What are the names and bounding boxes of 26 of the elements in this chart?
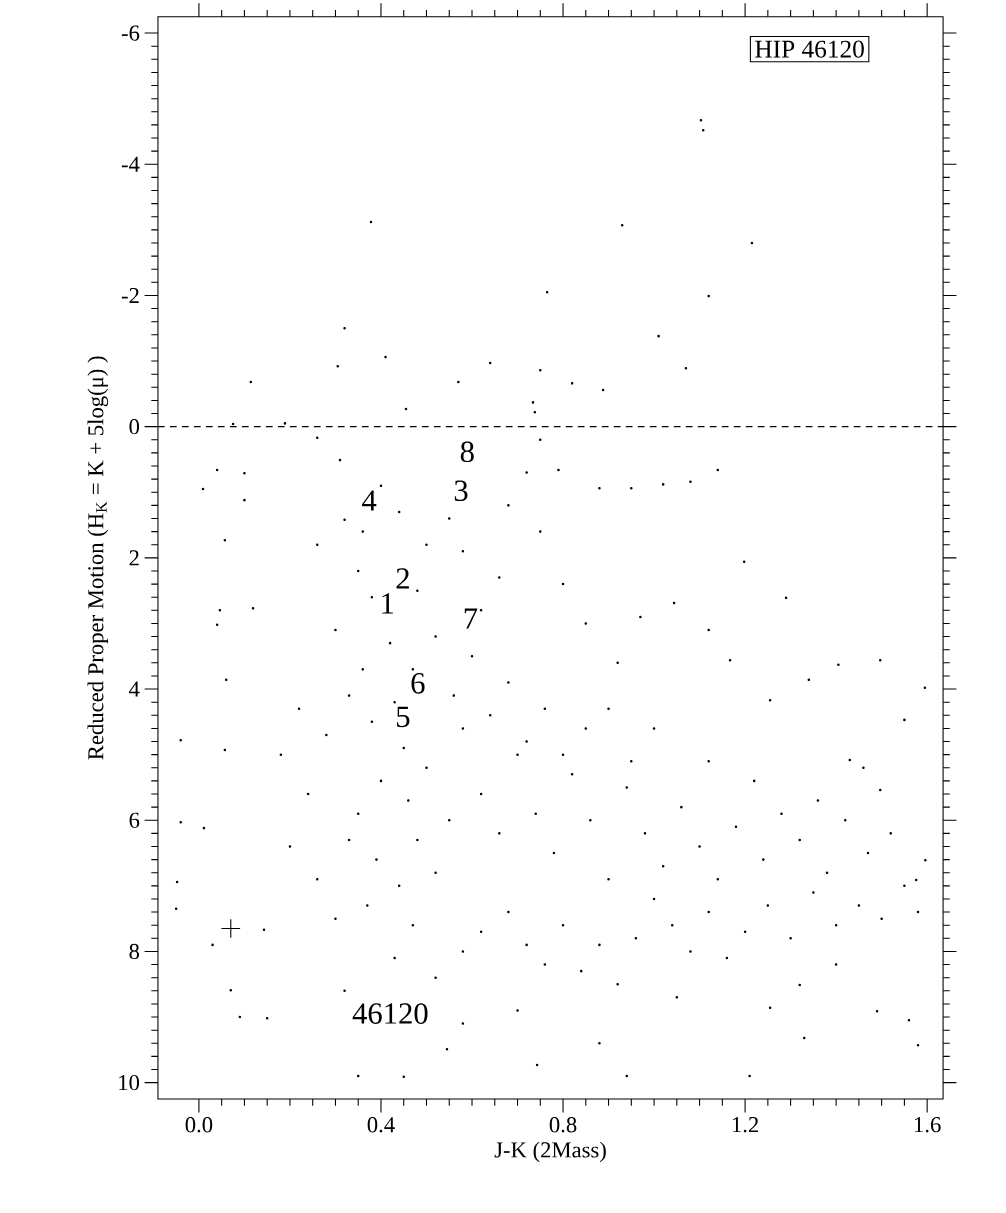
x-tick-label: 1.2 <box>732 1117 758 1133</box>
x-tick-label: 0.8 <box>549 1117 577 1133</box>
annotation: 3 <box>454 480 468 502</box>
y-tick-label: 8 <box>129 943 139 960</box>
annotation: 7 <box>464 608 478 629</box>
y-tick-label: -6 <box>121 25 140 41</box>
y-tick-label: 2 <box>129 550 139 566</box>
y-tick-label: 10 <box>119 1075 139 1091</box>
annotation: 2 <box>396 568 409 589</box>
text: HIP 46120 <box>754 40 864 58</box>
annotation: 8 <box>460 441 474 463</box>
x-tick-label: 0.4 <box>367 1117 395 1133</box>
x-tick-label: 1.6 <box>914 1117 941 1133</box>
annotation: 5 <box>396 706 410 728</box>
annotation: 6 <box>411 673 425 694</box>
annotation: 1 <box>382 593 393 614</box>
y-tick-label: 6 <box>129 812 140 828</box>
y-tick-label: 4 <box>128 681 140 697</box>
x-tick-label: 0.0 <box>185 1117 213 1133</box>
annotation: 4 <box>361 490 377 511</box>
x-axis-title: J-K (2Mass) <box>494 1141 606 1163</box>
y-tick-label: -4 <box>121 156 140 172</box>
y-axis-title: Reduced Proper Motion (H$_{K}$ = K + 5log(μ) ) <box>87 356 108 760</box>
annotation: 46120 <box>352 1003 428 1024</box>
y-tick-label: 0 <box>129 419 139 435</box>
y-tick-label: -2 <box>121 287 139 303</box>
